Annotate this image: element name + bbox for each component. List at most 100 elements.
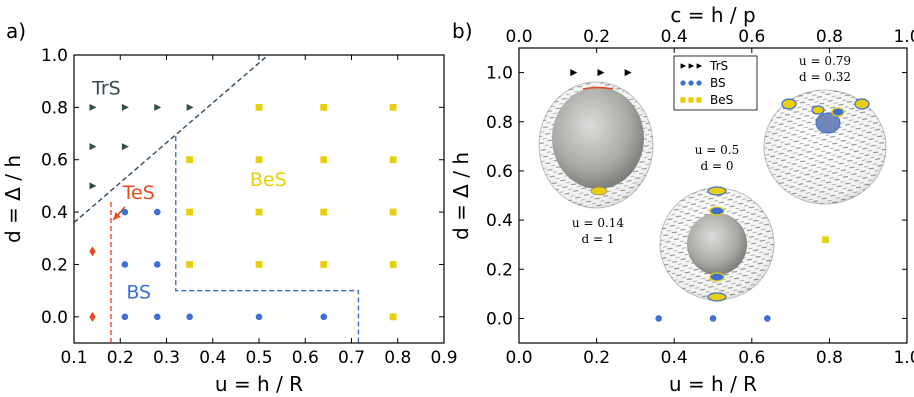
x-tick-label: 0.9 — [430, 348, 457, 368]
point-bes — [255, 208, 263, 216]
inset-bes-particle-mid — [811, 105, 825, 115]
region-label-tes: TeS — [122, 182, 155, 204]
inset-trs-rim — [582, 86, 614, 90]
legend-label-bes: BeS — [710, 93, 733, 107]
point-trs — [154, 103, 162, 111]
panel-a: 0.1 0.2 0.3 0.4 0.5 0.6 0.7 0.8 0.9 0.0 0.2 0.4 0.6 0… — [1, 46, 458, 396]
point-trs — [89, 182, 97, 190]
legend-marker-bes — [680, 97, 686, 103]
panel-a-xlabel: u = h / R — [215, 372, 303, 396]
x-tick-label: 0.2 — [107, 348, 134, 368]
point-trs — [121, 103, 129, 111]
panel-b-ticks: 0.0 0.2 0.4 0.6 0.8 1.0 0.0 0.2 0.4 0.6 0.8 1.0 0.0 0… — [486, 27, 914, 368]
point-bes — [186, 156, 194, 164]
x-tick-label: 0.8 — [384, 348, 411, 368]
point-tes — [89, 246, 96, 257]
panel-b-xlabel: u = h / R — [669, 372, 757, 396]
point-bes — [389, 313, 397, 321]
region-label-bes: BeS — [250, 169, 287, 191]
point-bs — [320, 313, 328, 321]
inset-bs-d: d = 0 — [701, 159, 734, 173]
point-trs — [570, 69, 578, 77]
y-tick-label: 0.6 — [41, 151, 68, 171]
inset-bes-d: d = 0.32 — [799, 70, 851, 84]
point-trs — [186, 103, 194, 111]
point-bes — [186, 261, 194, 268]
point-bes — [255, 261, 263, 268]
point-bes — [389, 208, 397, 216]
x-tick-label: 0.1 — [60, 348, 87, 368]
x-tick-label: 0.6 — [738, 348, 765, 368]
point-bs — [121, 313, 129, 321]
y-tick-label: 1.0 — [486, 64, 513, 84]
top-x-tick-label: 0.4 — [661, 27, 688, 47]
legend-marker-trs — [688, 63, 695, 69]
point-bs — [655, 315, 662, 322]
inset-bs-particle-bottom-inner — [709, 272, 725, 282]
point-bes — [389, 156, 397, 164]
inset-bes-streaks — [764, 90, 886, 204]
point-bes — [389, 261, 397, 268]
point-trs — [121, 143, 129, 151]
point-bes — [320, 208, 328, 216]
y-tick-label: 0.2 — [486, 260, 513, 280]
point-bes — [320, 156, 328, 164]
inset-sphere-bs — [659, 186, 775, 302]
x-tick-label: 0.7 — [338, 348, 365, 368]
panel-a-ticks: 0.1 0.2 0.3 0.4 0.5 0.6 0.7 0.8 0.9 0.0 0.2 0.4 0.6 0… — [41, 46, 458, 368]
panel-b-legend: TrS BS BeS — [673, 55, 758, 111]
inset-bes-u: u = 0.79 — [799, 54, 851, 68]
inset-bes-particle-center — [815, 112, 841, 134]
y-tick-label: 0.6 — [486, 162, 513, 182]
point-bes — [320, 103, 328, 111]
y-tick-label: 0.4 — [486, 211, 513, 231]
top-x-tick-label: 0.2 — [583, 27, 610, 47]
y-tick-label: 0.2 — [41, 255, 68, 275]
legend-marker-bs — [696, 80, 702, 86]
inset-bes-particle-left — [781, 98, 797, 110]
panel-b-points — [570, 69, 829, 322]
top-x-tick-label: 1.0 — [893, 27, 914, 47]
point-bes — [186, 208, 194, 216]
inset-sphere-trs — [538, 81, 654, 209]
x-tick-label: 0.6 — [292, 348, 319, 368]
point-bs — [153, 261, 161, 268]
x-tick-label: 0.4 — [661, 348, 688, 368]
point-bes — [389, 103, 397, 111]
region-label-trs: TrS — [91, 77, 121, 99]
point-bes — [822, 236, 829, 244]
panel-a-ylabel: d = Δ / h — [1, 155, 25, 243]
point-bes — [255, 156, 263, 164]
x-tick-label: 1.0 — [893, 348, 914, 368]
legend-marker-bs — [680, 80, 686, 86]
point-bs — [121, 261, 129, 268]
point-trs — [624, 69, 632, 77]
legend-marker-trs — [696, 63, 703, 69]
point-bs — [153, 208, 161, 216]
inset-trs-u: u = 0.14 — [572, 216, 624, 230]
legend-label-trs: TrS — [709, 59, 728, 73]
point-bs — [186, 313, 193, 321]
point-bs — [153, 313, 161, 321]
top-x-tick-label: 0.8 — [816, 27, 843, 47]
x-tick-label: 0.8 — [816, 348, 843, 368]
panel-b: u = 0.14 d = 1 u = 0.5 d = 0 u = 0.79 d … — [449, 3, 914, 396]
panel-label-b: b) — [452, 19, 473, 43]
y-tick-label: 0.0 — [41, 308, 68, 328]
panel-label-a: a) — [6, 19, 26, 43]
inset-bs-particle-bottom — [707, 292, 727, 302]
x-tick-label: 0.0 — [505, 348, 532, 368]
inset-bes-particle-mid2 — [831, 107, 845, 117]
tes-arrow-head — [113, 212, 121, 220]
x-tick-label: 0.4 — [199, 348, 226, 368]
inset-trs-d: d = 1 — [582, 232, 615, 246]
y-tick-label: 0.4 — [41, 203, 68, 223]
inset-trs-core — [552, 87, 644, 189]
legend-marker-bes — [688, 97, 694, 103]
x-tick-label: 0.3 — [153, 348, 180, 368]
top-x-tick-label: 0.6 — [738, 27, 765, 47]
panel-a-points — [89, 103, 397, 322]
inset-sphere-bes — [763, 89, 887, 205]
inset-bs-u: u = 0.5 — [695, 143, 740, 157]
